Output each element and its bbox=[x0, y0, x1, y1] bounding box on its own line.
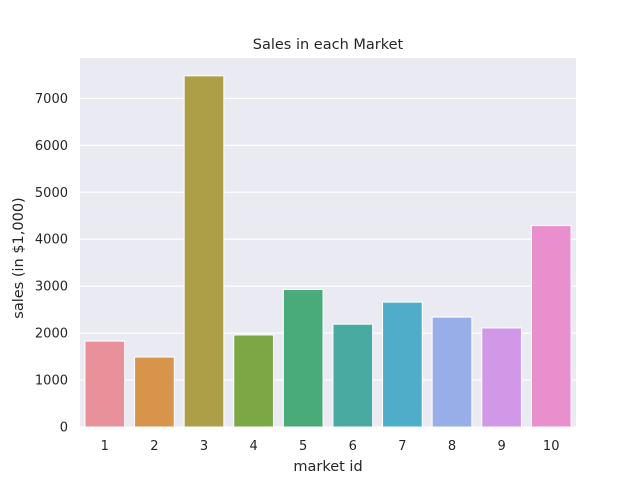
bar-market-4 bbox=[233, 334, 274, 428]
bar-market-9 bbox=[481, 327, 522, 428]
x-tick-label: 2 bbox=[150, 439, 158, 454]
x-tick-label: 3 bbox=[200, 439, 208, 454]
bar-market-2 bbox=[134, 356, 175, 428]
y-tick-label: 5000 bbox=[35, 186, 68, 201]
bar-market-6 bbox=[332, 323, 374, 428]
y-tick-label: 1000 bbox=[35, 374, 68, 389]
bar-market-1 bbox=[84, 340, 126, 428]
x-tick-label: 10 bbox=[543, 439, 560, 454]
bar-market-5 bbox=[282, 288, 324, 428]
y-axis-label: sales (in $1,000) bbox=[11, 197, 27, 318]
y-tick-label: 7000 bbox=[35, 92, 68, 107]
chart-title: Sales in each Market bbox=[253, 37, 404, 53]
x-axis-label: market id bbox=[293, 459, 362, 475]
bars bbox=[84, 75, 572, 428]
y-tick-label: 4000 bbox=[35, 233, 68, 248]
y-tick-label: 3000 bbox=[35, 280, 68, 295]
x-tick-label: 8 bbox=[448, 439, 456, 454]
x-tick-label: 6 bbox=[349, 439, 357, 454]
x-tick-labels: 1 2 3 4 5 6 7 8 9 10 bbox=[101, 439, 560, 454]
bar-market-7 bbox=[382, 301, 423, 428]
x-tick-label: 7 bbox=[398, 439, 406, 454]
y-tick-label: 0 bbox=[60, 421, 68, 436]
y-tick-label: 2000 bbox=[35, 327, 68, 342]
bar-market-10 bbox=[530, 225, 572, 428]
x-tick-label: 5 bbox=[299, 439, 307, 454]
bar-market-8 bbox=[431, 316, 473, 428]
x-tick-label: 9 bbox=[497, 439, 505, 454]
y-tick-labels: 0 1000 2000 3000 4000 5000 6000 7000 bbox=[35, 92, 68, 436]
y-tick-label: 6000 bbox=[35, 139, 68, 154]
bar-market-3 bbox=[183, 75, 225, 428]
x-tick-label: 4 bbox=[249, 439, 257, 454]
x-tick-label: 1 bbox=[101, 439, 109, 454]
